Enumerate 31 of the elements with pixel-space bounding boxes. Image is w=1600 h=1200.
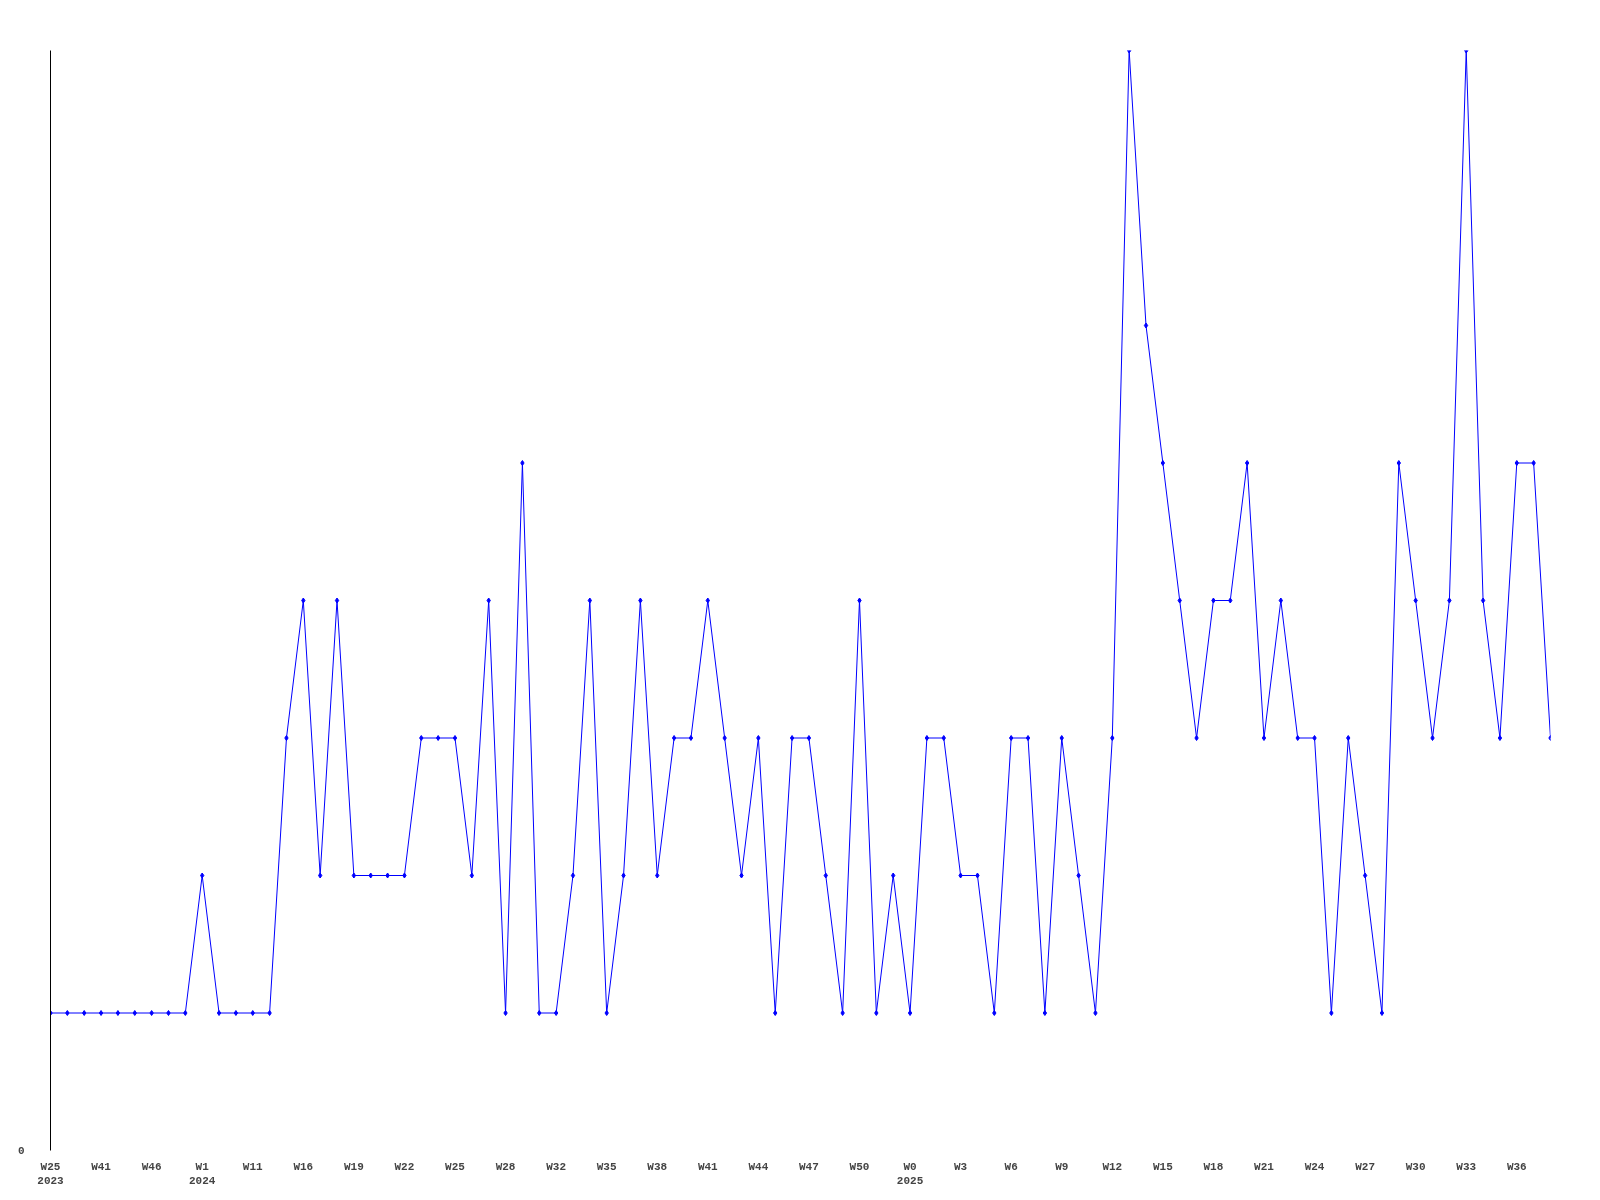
text: 0 [17,1145,25,1157]
x-tick-label: W16 [293,1160,314,1173]
x-tick-label: W0 2025 [896,1160,924,1187]
x-tick-label: W27 [1355,1160,1376,1173]
x-tick-label: W46 [141,1160,162,1173]
x-tick-label: W24 [1304,1160,1325,1173]
x-tick-label: W41 [91,1160,112,1173]
x-tick-label: W15 [1152,1160,1174,1173]
x-tick-label: W32 [546,1160,567,1173]
x-tick-label: W35 [596,1160,617,1173]
x-tick-label: W11 [242,1160,264,1173]
x-tick-label: W36 [1506,1160,1527,1173]
x-tick-label: W28 [495,1160,516,1173]
x-tick-label: W25 [445,1160,466,1173]
x-tick-label: W50 [849,1160,870,1173]
x-tick-label: W38 [647,1160,668,1173]
x-tick-label: W19 [343,1160,364,1173]
x-tick-label: W33 [1456,1160,1477,1173]
x-tick-label: W21 [1254,1160,1275,1173]
x-tick-label: W18 [1203,1160,1224,1173]
x-tick-label: W47 [799,1160,819,1173]
x-tick-label: W25 2023 [37,1160,65,1187]
x-tick-label: W6 [1004,1160,1018,1173]
x-tick-label: W12 [1102,1160,1123,1173]
x-tick-label: W30 [1405,1160,1426,1173]
x-tick-label: W3 [954,1160,968,1173]
x-tick-label: W9 [1055,1160,1069,1173]
x-tick-label: W41 [697,1160,719,1173]
x-tick-label: W44 [748,1160,769,1173]
x-tick-label: W1 2024 [188,1160,216,1187]
x-tick-label: W22 [394,1160,415,1173]
